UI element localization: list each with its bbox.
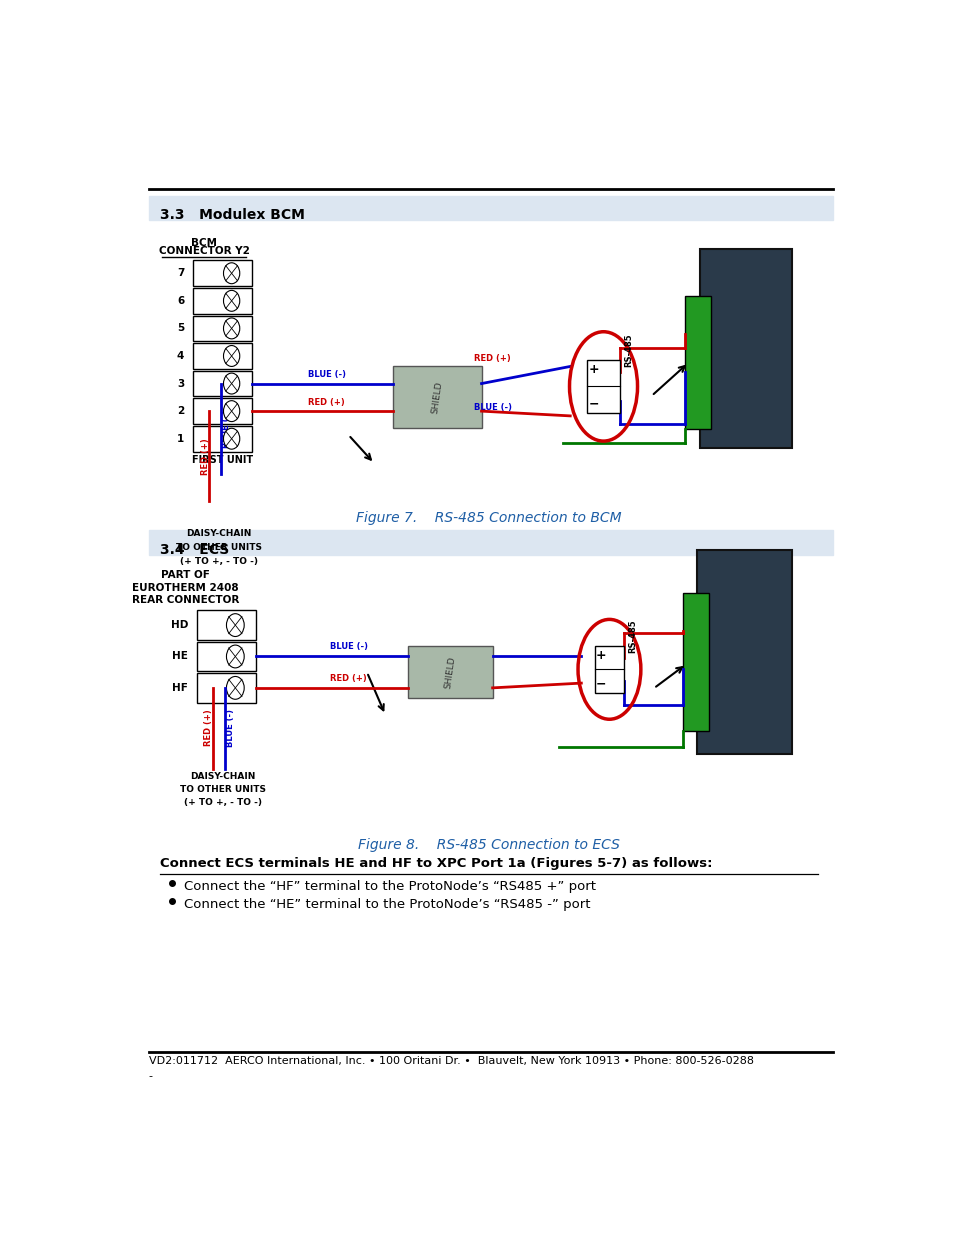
- Text: DAISY-CHAIN: DAISY-CHAIN: [186, 529, 252, 538]
- Circle shape: [223, 346, 239, 367]
- Text: Connect the “HF” terminal to the ProtoNode’s “RS485 +” port: Connect the “HF” terminal to the ProtoNo…: [184, 881, 596, 893]
- Text: PART OF: PART OF: [161, 571, 210, 580]
- Text: (+ TO +, - TO -): (+ TO +, - TO -): [180, 557, 258, 566]
- Text: 4: 4: [176, 351, 184, 361]
- Text: 7: 7: [176, 268, 184, 278]
- Text: 3: 3: [177, 379, 184, 389]
- Text: 3.3   Modulex BCM: 3.3 Modulex BCM: [160, 209, 304, 222]
- Text: REAR CONNECTOR: REAR CONNECTOR: [132, 595, 239, 605]
- Bar: [196, 610, 255, 640]
- Text: EUROTHERM 2408: EUROTHERM 2408: [132, 583, 239, 593]
- Text: Figure 7.    RS-485 Connection to BCM: Figure 7. RS-485 Connection to BCM: [355, 511, 621, 525]
- Text: BLUE (-): BLUE (-): [473, 403, 511, 412]
- Circle shape: [223, 429, 239, 450]
- Text: SHIELD: SHIELD: [430, 380, 443, 414]
- Text: RED (+): RED (+): [474, 353, 511, 363]
- Text: -: -: [149, 1071, 152, 1081]
- Text: 3.4   ECS: 3.4 ECS: [160, 543, 229, 557]
- Bar: [393, 367, 481, 429]
- Bar: [149, 196, 832, 221]
- Bar: [594, 646, 623, 693]
- Text: BLUE (-): BLUE (-): [330, 642, 368, 651]
- Bar: [196, 673, 255, 703]
- Bar: [407, 646, 492, 698]
- Circle shape: [226, 645, 244, 668]
- Text: FIRST UNIT: FIRST UNIT: [192, 456, 253, 466]
- Circle shape: [226, 614, 244, 636]
- Text: +: +: [588, 363, 598, 375]
- Bar: [193, 370, 252, 396]
- Bar: [193, 288, 252, 314]
- Text: RED (+): RED (+): [330, 674, 366, 683]
- Text: RED (+): RED (+): [308, 399, 344, 408]
- Text: −: −: [588, 396, 598, 410]
- Bar: [587, 359, 619, 412]
- Bar: [149, 531, 832, 556]
- Text: 5: 5: [177, 324, 184, 333]
- Circle shape: [223, 373, 239, 394]
- Bar: [193, 343, 252, 369]
- Bar: [682, 593, 708, 731]
- Text: HD: HD: [171, 620, 188, 630]
- Text: 2: 2: [177, 406, 184, 416]
- Bar: [193, 399, 252, 424]
- Bar: [697, 550, 791, 755]
- Circle shape: [223, 263, 239, 284]
- Text: TO OTHER UNITS: TO OTHER UNITS: [179, 785, 266, 794]
- Text: VD2:011712  AERCO International, Inc. • 100 Oritani Dr. •  Blauvelt, New York 10: VD2:011712 AERCO International, Inc. • 1…: [149, 1056, 753, 1066]
- Text: DAISY-CHAIN: DAISY-CHAIN: [190, 772, 255, 781]
- Text: 6: 6: [177, 296, 184, 306]
- Bar: [684, 296, 711, 430]
- Circle shape: [223, 400, 239, 421]
- Text: RED (+): RED (+): [204, 709, 213, 746]
- Text: RS-485: RS-485: [627, 619, 637, 653]
- Circle shape: [226, 677, 244, 699]
- Text: RED (+): RED (+): [201, 438, 210, 475]
- Text: RS-485: RS-485: [623, 333, 633, 367]
- Text: TO OTHER UNITS: TO OTHER UNITS: [176, 543, 262, 552]
- Text: HF: HF: [172, 683, 188, 693]
- Text: CONNECTOR Y2: CONNECTOR Y2: [158, 246, 250, 256]
- Text: −: −: [595, 677, 605, 690]
- Text: +: +: [595, 648, 605, 662]
- Text: (+ TO +, - TO -): (+ TO +, - TO -): [184, 798, 261, 808]
- Circle shape: [223, 317, 239, 338]
- Bar: [193, 261, 252, 287]
- Text: BLUE (-): BLUE (-): [308, 369, 345, 379]
- Text: SHIELD: SHIELD: [443, 656, 456, 689]
- Text: BLUE (-): BLUE (-): [222, 410, 231, 448]
- Text: Figure 8.    RS-485 Connection to ECS: Figure 8. RS-485 Connection to ECS: [357, 837, 619, 852]
- Bar: [193, 426, 252, 452]
- Text: Connect ECS terminals HE and HF to XPC Port 1a (Figures 5-7) as follows:: Connect ECS terminals HE and HF to XPC P…: [160, 857, 712, 869]
- Text: 1: 1: [177, 433, 184, 443]
- Text: BCM: BCM: [191, 237, 217, 247]
- Bar: [699, 248, 791, 448]
- Bar: [193, 316, 252, 341]
- Circle shape: [223, 290, 239, 311]
- Text: BLUE (-): BLUE (-): [226, 709, 234, 747]
- Text: Connect the “HE” terminal to the ProtoNode’s “RS485 -” port: Connect the “HE” terminal to the ProtoNo…: [184, 899, 590, 911]
- Bar: [196, 642, 255, 672]
- Text: HE: HE: [172, 652, 188, 662]
